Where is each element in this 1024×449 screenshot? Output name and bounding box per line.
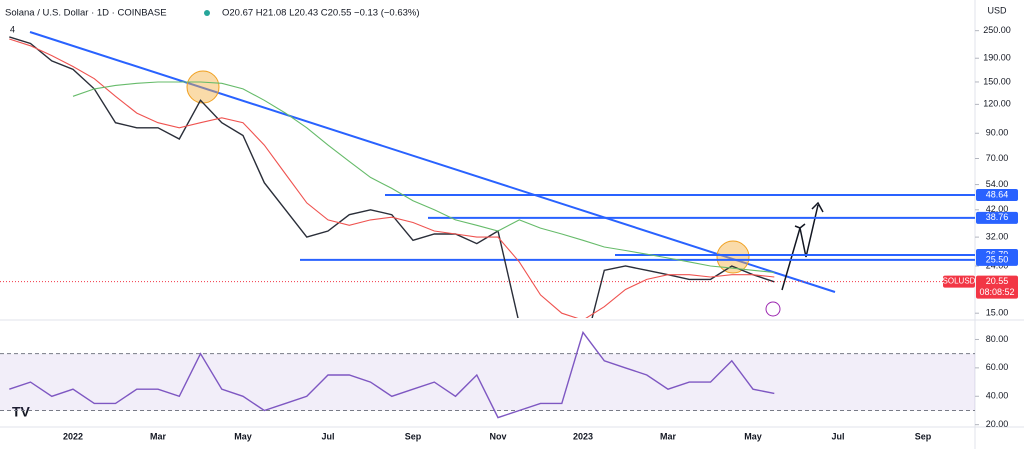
y-tick-label: 190.00 (983, 53, 1011, 63)
plot (9, 36, 775, 318)
market-status (204, 10, 210, 16)
series-line (9, 38, 775, 318)
y-tick-label: 250.00 (983, 25, 1011, 35)
y-tick-label: 42.00 (986, 204, 1009, 214)
y-tick-label: 120.00 (983, 99, 1011, 109)
y-tick-label: 90.00 (986, 128, 1009, 138)
highlight (716, 240, 750, 274)
symbol-tag (943, 275, 975, 288)
series-line (9, 36, 775, 318)
symbol-label: SOLUSD (943, 277, 976, 286)
x-tick-label: Mar (660, 431, 677, 441)
drawings (29, 31, 836, 317)
countdown: 08:08:52 (979, 287, 1014, 297)
y-tick-label: 70.00 (986, 153, 1009, 163)
event-icon[interactable] (765, 301, 781, 317)
series-line (72, 81, 775, 274)
y-tick-label: 80.00 (986, 334, 1009, 344)
y-tick-label: 20.00 (986, 419, 1009, 429)
x-tick-label: Mar (150, 431, 167, 441)
x-tick-label: Sep (405, 431, 422, 441)
symbol-title: Solana / U.S. Dollar · 1D · COINBASE (5, 8, 167, 19)
rsi-band (0, 353, 975, 411)
x-tick-label: Nov (489, 431, 506, 441)
y-tick-label: 150.00 (983, 76, 1011, 86)
price-label: 20.55 (986, 276, 1009, 286)
indicator-count: 4 (10, 24, 15, 34)
y-tick-label: 40.00 (986, 391, 1009, 401)
x-tick-label: 2022 (63, 431, 83, 441)
x-tick-label: 2023 (573, 431, 593, 441)
x-tick-label: May (234, 431, 252, 441)
y-tick-label: 32.00 (986, 231, 1009, 241)
ohlc: O20.67 H21.08 L20.43 C20.55 −0.13 (−0.63… (222, 8, 420, 19)
plot (9, 330, 775, 419)
x-tick-label: Jul (831, 431, 844, 441)
highlight (186, 70, 220, 104)
x-tick-label: May (744, 431, 762, 441)
x-tick-label: Jul (321, 431, 334, 441)
y-tick-label: 54.00 (986, 179, 1009, 189)
level-label: 48.64 (986, 189, 1009, 199)
trendline (29, 31, 836, 293)
level-tag (976, 189, 1018, 202)
level-tag (976, 211, 1018, 224)
series-line (9, 330, 775, 419)
level-tag (976, 253, 1018, 266)
tv-logo: TV (12, 404, 31, 420)
price-tag (976, 275, 1018, 299)
y-tick-label: 60.00 (986, 362, 1009, 372)
currency[interactable]: USD (987, 5, 1007, 15)
x-tick-label: Sep (915, 431, 932, 441)
y-tick-label: 15.00 (986, 308, 1009, 318)
level-label: 38.76 (986, 212, 1009, 222)
level-label: 25.50 (986, 254, 1009, 264)
